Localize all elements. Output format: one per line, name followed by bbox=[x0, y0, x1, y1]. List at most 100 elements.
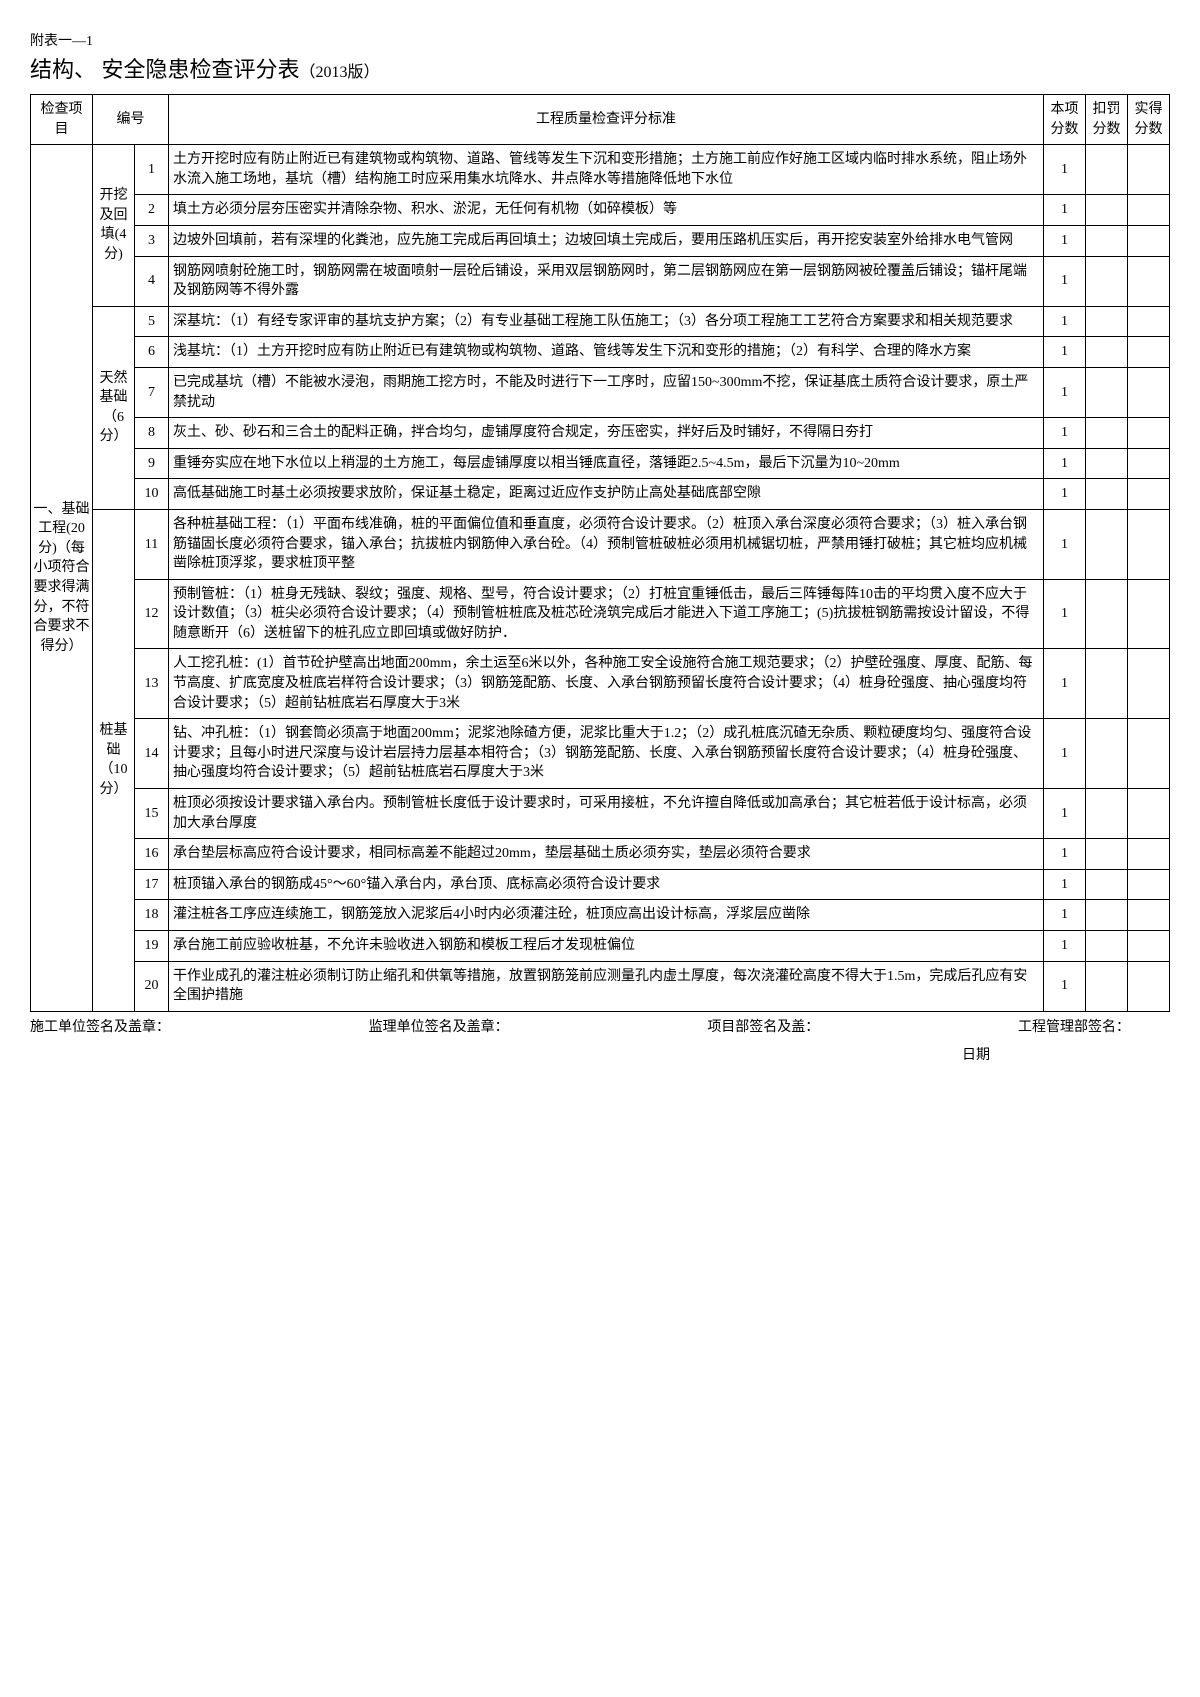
base-score: 1 bbox=[1044, 961, 1086, 1011]
deduct-score bbox=[1086, 448, 1128, 479]
base-score: 1 bbox=[1044, 195, 1086, 226]
sig-management: 工程管理部签名： bbox=[1018, 1016, 1130, 1036]
deduct-score bbox=[1086, 961, 1128, 1011]
base-score: 1 bbox=[1044, 367, 1086, 417]
attachment-label: 附表一—1 bbox=[30, 30, 1170, 50]
table-row: 7已完成基坑（槽）不能被水浸泡，雨期施工挖方时，不能及时进行下一工序时，应留15… bbox=[31, 367, 1170, 417]
table-row: 15桩顶必须按设计要求锚入承台内。预制管桩长度低于设计要求时，可采用接桩，不允许… bbox=[31, 789, 1170, 839]
col-actual-score: 实得分数 bbox=[1128, 95, 1170, 145]
row-number: 14 bbox=[135, 719, 169, 789]
deduct-score bbox=[1086, 145, 1128, 195]
actual-score bbox=[1128, 448, 1170, 479]
row-number: 16 bbox=[135, 839, 169, 870]
deduct-score bbox=[1086, 839, 1128, 870]
base-score: 1 bbox=[1044, 225, 1086, 256]
actual-score bbox=[1128, 225, 1170, 256]
table-row: 6浅基坑：（1）土方开挖时应有防止附近已有建筑物或构筑物、道路、管线等发生下沉和… bbox=[31, 337, 1170, 368]
col-number: 编号 bbox=[93, 95, 169, 145]
footer-date: 日期 bbox=[30, 1044, 1170, 1064]
base-score: 1 bbox=[1044, 839, 1086, 870]
actual-score bbox=[1128, 479, 1170, 510]
deduct-score bbox=[1086, 225, 1128, 256]
row-number: 18 bbox=[135, 900, 169, 931]
base-score: 1 bbox=[1044, 337, 1086, 368]
deduct-score bbox=[1086, 195, 1128, 226]
deduct-score bbox=[1086, 337, 1128, 368]
actual-score bbox=[1128, 719, 1170, 789]
actual-score bbox=[1128, 195, 1170, 226]
base-score: 1 bbox=[1044, 479, 1086, 510]
criteria-text: 浅基坑：（1）土方开挖时应有防止附近已有建筑物或构筑物、道路、管线等发生下沉和变… bbox=[169, 337, 1044, 368]
table-row: 一、基础工程(20分)（每小项符合要求得满分，不符合要求不得分）开挖及回填(4分… bbox=[31, 145, 1170, 195]
criteria-text: 承台垫层标高应符合设计要求，相同标高差不能超过20mm，垫层基础土质必须夯实，垫… bbox=[169, 839, 1044, 870]
table-header-row: 检查项目 编号 工程质量检查评分标准 本项分数 扣罚分数 实得分数 bbox=[31, 95, 1170, 145]
criteria-text: 人工挖孔桩：(1）首节砼护壁高出地面200mm，余土运至6米以外，各种施工安全设… bbox=[169, 649, 1044, 719]
base-score: 1 bbox=[1044, 649, 1086, 719]
criteria-text: 灰土、砂、砂石和三合土的配料正确，拌合均匀，虚铺厚度符合规定，夯压密实，拌好后及… bbox=[169, 418, 1044, 449]
deduct-score bbox=[1086, 649, 1128, 719]
row-number: 8 bbox=[135, 418, 169, 449]
row-number: 3 bbox=[135, 225, 169, 256]
criteria-text: 高低基础施工时基土必须按要求放阶，保证基土稳定，距离过近应作支护防止高处基础底部… bbox=[169, 479, 1044, 510]
deduct-score bbox=[1086, 479, 1128, 510]
deduct-score bbox=[1086, 418, 1128, 449]
table-row: 20干作业成孔的灌注桩必须制订防止缩孔和供氧等措施，放置钢筋笼前应测量孔内虚土厚… bbox=[31, 961, 1170, 1011]
criteria-text: 填土方必须分层夯压密实并清除杂物、积水、淤泥，无任何有机物（如碎模板）等 bbox=[169, 195, 1044, 226]
category-cell: 一、基础工程(20分)（每小项符合要求得满分，不符合要求不得分） bbox=[31, 145, 93, 1012]
row-number: 15 bbox=[135, 789, 169, 839]
base-score: 1 bbox=[1044, 418, 1086, 449]
row-number: 11 bbox=[135, 509, 169, 579]
col-category: 检查项目 bbox=[31, 95, 93, 145]
actual-score bbox=[1128, 931, 1170, 962]
sig-project: 项目部签名及盖： bbox=[707, 1016, 819, 1036]
table-row: 天然基础（6分）5深基坑：（1）有经专家评审的基坑支护方案；（2）有专业基础工程… bbox=[31, 306, 1170, 337]
row-number: 4 bbox=[135, 256, 169, 306]
criteria-text: 钢筋网喷射砼施工时，钢筋网需在坡面喷射一层砼后铺设，采用双层钢筋网时，第二层钢筋… bbox=[169, 256, 1044, 306]
criteria-text: 钻、冲孔桩：（1）钢套筒必须高于地面200mm；泥浆池除碴方便，泥浆比重大于1.… bbox=[169, 719, 1044, 789]
criteria-text: 重锤夯实应在地下水位以上稍湿的土方施工，每层虚铺厚度以相当锤底直径，落锤距2.5… bbox=[169, 448, 1044, 479]
criteria-text: 各种桩基础工程：（1）平面布线准确，桩的平面偏位值和垂直度，必须符合设计要求。（… bbox=[169, 509, 1044, 579]
row-number: 17 bbox=[135, 869, 169, 900]
table-row: 16承台垫层标高应符合设计要求，相同标高差不能超过20mm，垫层基础土质必须夯实… bbox=[31, 839, 1170, 870]
actual-score bbox=[1128, 337, 1170, 368]
table-row: 19承台施工前应验收桩基，不允许未验收进入钢筋和模板工程后才发现桩偏位1 bbox=[31, 931, 1170, 962]
base-score: 1 bbox=[1044, 900, 1086, 931]
base-score: 1 bbox=[1044, 719, 1086, 789]
actual-score bbox=[1128, 256, 1170, 306]
actual-score bbox=[1128, 367, 1170, 417]
deduct-score bbox=[1086, 367, 1128, 417]
row-number: 9 bbox=[135, 448, 169, 479]
actual-score bbox=[1128, 869, 1170, 900]
table-row: 8灰土、砂、砂石和三合土的配料正确，拌合均匀，虚铺厚度符合规定，夯压密实，拌好后… bbox=[31, 418, 1170, 449]
criteria-text: 干作业成孔的灌注桩必须制订防止缩孔和供氧等措施，放置钢筋笼前应测量孔内虚土厚度，… bbox=[169, 961, 1044, 1011]
table-row: 4钢筋网喷射砼施工时，钢筋网需在坡面喷射一层砼后铺设，采用双层钢筋网时，第二层钢… bbox=[31, 256, 1170, 306]
sig-supervision: 监理单位签名及盖章： bbox=[369, 1016, 509, 1036]
criteria-text: 土方开挖时应有防止附近已有建筑物或构筑物、道路、管线等发生下沉和变形措施；土方施… bbox=[169, 145, 1044, 195]
table-row: 2填土方必须分层夯压密实并清除杂物、积水、淤泥，无任何有机物（如碎模板）等1 bbox=[31, 195, 1170, 226]
base-score: 1 bbox=[1044, 579, 1086, 649]
row-number: 12 bbox=[135, 579, 169, 649]
table-row: 10高低基础施工时基土必须按要求放阶，保证基土稳定，距离过近应作支护防止高处基础… bbox=[31, 479, 1170, 510]
row-number: 5 bbox=[135, 306, 169, 337]
title-main: 结构、 安全隐患检查评分表 bbox=[30, 57, 300, 82]
criteria-text: 已完成基坑（槽）不能被水浸泡，雨期施工挖方时，不能及时进行下一工序时，应留150… bbox=[169, 367, 1044, 417]
deduct-score bbox=[1086, 579, 1128, 649]
row-number: 1 bbox=[135, 145, 169, 195]
col-base-score: 本项分数 bbox=[1044, 95, 1086, 145]
base-score: 1 bbox=[1044, 306, 1086, 337]
base-score: 1 bbox=[1044, 509, 1086, 579]
title-version: （2013版） bbox=[300, 64, 380, 81]
row-number: 6 bbox=[135, 337, 169, 368]
actual-score bbox=[1128, 789, 1170, 839]
subcategory-cell: 开挖及回填(4分) bbox=[93, 145, 135, 307]
criteria-text: 灌注桩各工序应连续施工，钢筋笼放入泥浆后4小时内必须灌注砼，桩顶应高出设计标高，… bbox=[169, 900, 1044, 931]
actual-score bbox=[1128, 649, 1170, 719]
actual-score bbox=[1128, 961, 1170, 1011]
page-title: 结构、 安全隐患检查评分表（2013版） bbox=[30, 52, 1170, 84]
deduct-score bbox=[1086, 931, 1128, 962]
col-criteria: 工程质量检查评分标准 bbox=[169, 95, 1044, 145]
table-row: 14钻、冲孔桩：（1）钢套筒必须高于地面200mm；泥浆池除碴方便，泥浆比重大于… bbox=[31, 719, 1170, 789]
footer-signatures: 施工单位签名及盖章： 监理单位签名及盖章： 项目部签名及盖： 工程管理部签名： bbox=[30, 1016, 1170, 1036]
row-number: 10 bbox=[135, 479, 169, 510]
row-number: 7 bbox=[135, 367, 169, 417]
